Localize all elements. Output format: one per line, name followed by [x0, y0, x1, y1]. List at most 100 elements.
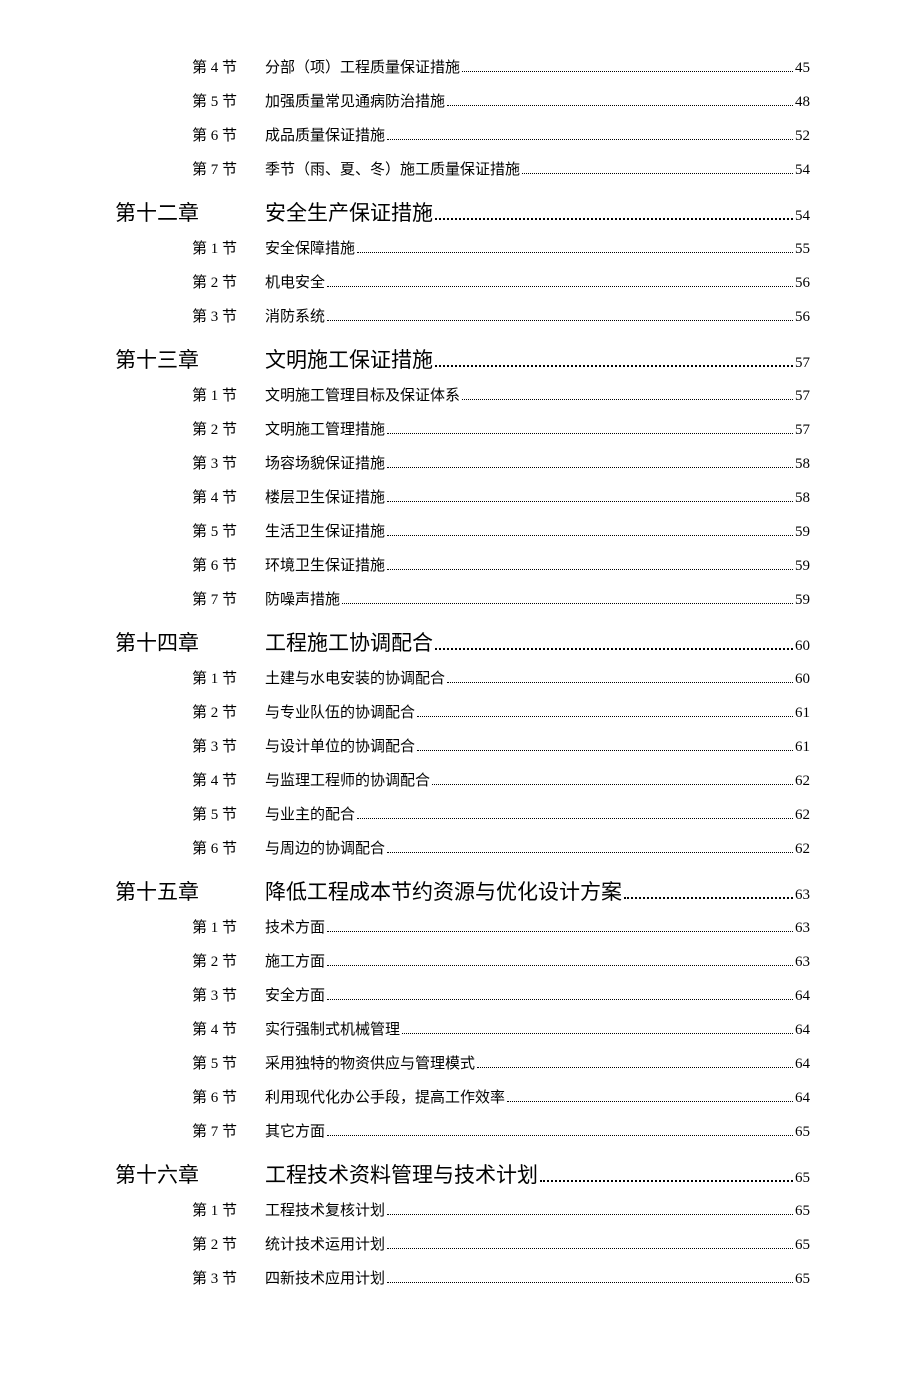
toc-section-row[interactable]: 第 3 节安全方面64 — [110, 984, 810, 1005]
toc-section-row[interactable]: 第 6 节利用现代化办公手段，提高工作效率64 — [110, 1086, 810, 1107]
toc-section-title: 统计技术运用计划 — [265, 1233, 385, 1254]
toc-section-label: 第 7 节 — [110, 588, 265, 609]
toc-section-row[interactable]: 第 3 节场容场貌保证措施58 — [110, 452, 810, 473]
toc-chapter-title: 文明施工保证措施 — [265, 344, 433, 374]
toc-section-label: 第 4 节 — [110, 486, 265, 507]
toc-leader — [387, 535, 793, 536]
toc-sections: 第 1 节土建与水电安装的协调配合60第 2 节与专业队伍的协调配合61第 3 … — [110, 667, 810, 858]
toc-section-label: 第 2 节 — [110, 1233, 265, 1254]
toc-leader — [327, 965, 793, 966]
toc-page-number: 65 — [795, 1271, 810, 1288]
toc-chapter-row[interactable]: 第十四章工程施工协调配合60 — [110, 627, 810, 657]
toc-leader — [327, 1135, 793, 1136]
toc-section-label: 第 2 节 — [110, 418, 265, 439]
toc-leader — [432, 784, 793, 785]
toc-section-row[interactable]: 第 4 节楼层卫生保证措施58 — [110, 486, 810, 507]
toc-section-title: 土建与水电安装的协调配合 — [265, 667, 445, 688]
toc-section-row[interactable]: 第 5 节与业主的配合62 — [110, 803, 810, 824]
toc-page-number: 48 — [795, 94, 810, 111]
toc-leader — [387, 1214, 793, 1215]
toc-chapter-row[interactable]: 第十五章降低工程成本节约资源与优化设计方案63 — [110, 876, 810, 906]
toc-section-row[interactable]: 第 7 节季节（雨、夏、冬）施工质量保证措施54 — [110, 158, 810, 179]
toc-section-label: 第 3 节 — [110, 1267, 265, 1288]
toc-chapter-row[interactable]: 第十二章安全生产保证措施54 — [110, 197, 810, 227]
toc-leader — [357, 252, 793, 253]
toc-leader — [435, 365, 793, 367]
toc-section-row[interactable]: 第 2 节与专业队伍的协调配合61 — [110, 701, 810, 722]
toc-section-row[interactable]: 第 2 节文明施工管理措施57 — [110, 418, 810, 439]
toc-page-number: 57 — [795, 422, 810, 439]
toc-leader — [402, 1033, 793, 1034]
toc-section-row[interactable]: 第 1 节文明施工管理目标及保证体系57 — [110, 384, 810, 405]
toc-page-number: 58 — [795, 456, 810, 473]
toc-section-label: 第 4 节 — [110, 769, 265, 790]
toc-section-row[interactable]: 第 7 节防噪声措施59 — [110, 588, 810, 609]
toc-section-row[interactable]: 第 1 节技术方面63 — [110, 916, 810, 937]
toc-section-label: 第 3 节 — [110, 305, 265, 326]
toc-leader — [357, 818, 793, 819]
toc-page-number: 57 — [795, 388, 810, 405]
toc-section-row[interactable]: 第 4 节分部（项）工程质量保证措施45 — [110, 56, 810, 77]
toc-section-row[interactable]: 第 1 节工程技术复核计划65 — [110, 1199, 810, 1220]
toc-section-label: 第 2 节 — [110, 950, 265, 971]
toc-section-label: 第 6 节 — [110, 837, 265, 858]
toc-leader — [624, 897, 793, 899]
toc-chapter-label: 第十二章 — [110, 197, 265, 227]
toc-section-row[interactable]: 第 6 节成品质量保证措施52 — [110, 124, 810, 145]
toc-page-number: 62 — [795, 841, 810, 858]
toc-section-row[interactable]: 第 6 节环境卫生保证措施59 — [110, 554, 810, 575]
toc-sections: 第 1 节安全保障措施55 第 2 节机电安全 56 第 3 节消防系统56 — [110, 237, 810, 326]
toc-chapter-label: 第十三章 — [110, 344, 265, 374]
toc-section-row[interactable]: 第 2 节机电安全 56 — [110, 271, 810, 292]
toc-section-row[interactable]: 第 3 节消防系统56 — [110, 305, 810, 326]
toc-page-number: 54 — [795, 208, 810, 225]
toc-section-title: 楼层卫生保证措施 — [265, 486, 385, 507]
toc-section-row[interactable]: 第 2 节统计技术运用计划 65 — [110, 1233, 810, 1254]
toc-section-label: 第 7 节 — [110, 158, 265, 179]
toc-page-number: 65 — [795, 1170, 810, 1187]
toc-leader — [435, 218, 793, 220]
toc-page-number: 65 — [795, 1124, 810, 1141]
toc-section-row[interactable]: 第 5 节生活卫生保证措施59 — [110, 520, 810, 541]
toc-section-row[interactable]: 第 5 节采用独特的物资供应与管理模式64 — [110, 1052, 810, 1073]
toc-section-title: 与专业队伍的协调配合 — [265, 701, 415, 722]
toc-leader — [447, 682, 793, 683]
toc-section-title: 文明施工管理目标及保证体系 — [265, 384, 460, 405]
toc-section-row[interactable]: 第 3 节四新技术应用计划65 — [110, 1267, 810, 1288]
toc-section-row[interactable]: 第 4 节与监理工程师的协调配合62 — [110, 769, 810, 790]
toc-section-row[interactable]: 第 6 节与周边的协调配合62 — [110, 837, 810, 858]
toc-section-label: 第 2 节 — [110, 271, 265, 292]
toc-page-number: 65 — [795, 1237, 810, 1254]
toc-section-row[interactable]: 第 1 节土建与水电安装的协调配合60 — [110, 667, 810, 688]
toc-leader — [327, 286, 793, 287]
toc-section-title: 实行强制式机械管理 — [265, 1018, 400, 1039]
toc-section-row[interactable]: 第 5 节加强质量常见通病防治措施48 — [110, 90, 810, 111]
toc-page-number: 60 — [795, 671, 810, 688]
toc-section-label: 第 5 节 — [110, 520, 265, 541]
toc-chapter-row[interactable]: 第十三章文明施工保证措施 57 — [110, 344, 810, 374]
toc-section-row[interactable]: 第 2 节施工方面63 — [110, 950, 810, 971]
toc-section-title: 分部（项）工程质量保证措施 — [265, 56, 460, 77]
toc-page-number: 59 — [795, 592, 810, 609]
toc-leader — [462, 71, 793, 72]
toc-page-number: 60 — [795, 638, 810, 655]
toc-section-row[interactable]: 第 1 节安全保障措施55 — [110, 237, 810, 258]
toc-page-number: 64 — [795, 1022, 810, 1039]
toc-page-number: 65 — [795, 1203, 810, 1220]
toc-section-label: 第 6 节 — [110, 1086, 265, 1107]
toc-page-number: 56 — [795, 275, 810, 292]
toc-leader — [387, 501, 793, 502]
toc-section-row[interactable]: 第 7 节其它方面65 — [110, 1120, 810, 1141]
toc-section-label: 第 5 节 — [110, 90, 265, 111]
toc-section-label: 第 7 节 — [110, 1120, 265, 1141]
toc-page-number: 64 — [795, 1090, 810, 1107]
toc-leader — [327, 931, 793, 932]
toc-section-title: 与监理工程师的协调配合 — [265, 769, 430, 790]
toc-section-title: 机电安全 — [265, 271, 325, 292]
toc-section-row[interactable]: 第 4 节实行强制式机械管理64 — [110, 1018, 810, 1039]
toc-leader — [387, 569, 793, 570]
toc-leader — [522, 173, 793, 174]
toc-chapter-row[interactable]: 第十六章工程技术资料管理与技术计划65 — [110, 1159, 810, 1189]
toc-page-number: 57 — [795, 355, 810, 372]
toc-section-row[interactable]: 第 3 节与设计单位的协调配合61 — [110, 735, 810, 756]
